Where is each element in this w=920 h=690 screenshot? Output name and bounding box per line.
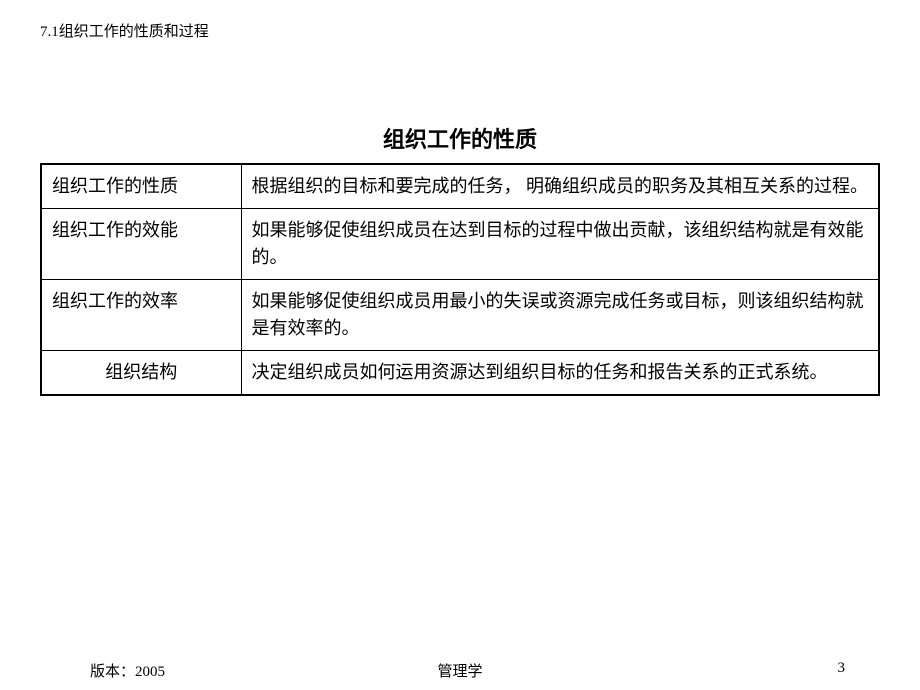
- table-row: 组织工作的效率如果能够促使组织成员用最小的失误或资源完成任务或目标，则该组织结构…: [41, 280, 879, 351]
- table-cell-content: 如果能够促使组织成员用最小的失误或资源完成任务或目标，则该组织结构就是有效率的。: [241, 280, 879, 351]
- table-row: 组织结构决定组织成员如何运用资源达到组织目标的任务和报告关系的正式系统。: [41, 351, 879, 396]
- section-number: 7.1组织工作的性质和过程: [40, 24, 209, 40]
- footer-page: 3: [838, 660, 846, 677]
- table-cell-label: 组织结构: [41, 351, 241, 396]
- table-cell-label: 组织工作的效率: [41, 280, 241, 351]
- table-cell-label: 组织工作的性质: [41, 164, 241, 209]
- page-title: 组织工作的性质: [0, 122, 920, 154]
- table-row: 组织工作的性质根据组织的目标和要完成的任务， 明确组织成员的职务及其相互关系的过…: [41, 164, 879, 209]
- table-body: 组织工作的性质根据组织的目标和要完成的任务， 明确组织成员的职务及其相互关系的过…: [41, 164, 879, 395]
- table-row: 组织工作的效能如果能够促使组织成员在达到目标的过程中做出贡献，该组织结构就是有效…: [41, 209, 879, 280]
- table-cell-content: 如果能够促使组织成员在达到目标的过程中做出贡献，该组织结构就是有效能的。: [241, 209, 879, 280]
- table-container: 组织工作的性质根据组织的目标和要完成的任务， 明确组织成员的职务及其相互关系的过…: [40, 163, 880, 396]
- table-cell-content: 根据组织的目标和要完成的任务， 明确组织成员的职务及其相互关系的过程。: [241, 164, 879, 209]
- definitions-table: 组织工作的性质根据组织的目标和要完成的任务， 明确组织成员的职务及其相互关系的过…: [40, 163, 880, 396]
- footer-course: 管理学: [0, 660, 920, 681]
- table-cell-label: 组织工作的效能: [41, 209, 241, 280]
- section-header: 7.1组织工作的性质和过程: [40, 20, 209, 41]
- table-cell-content: 决定组织成员如何运用资源达到组织目标的任务和报告关系的正式系统。: [241, 351, 879, 396]
